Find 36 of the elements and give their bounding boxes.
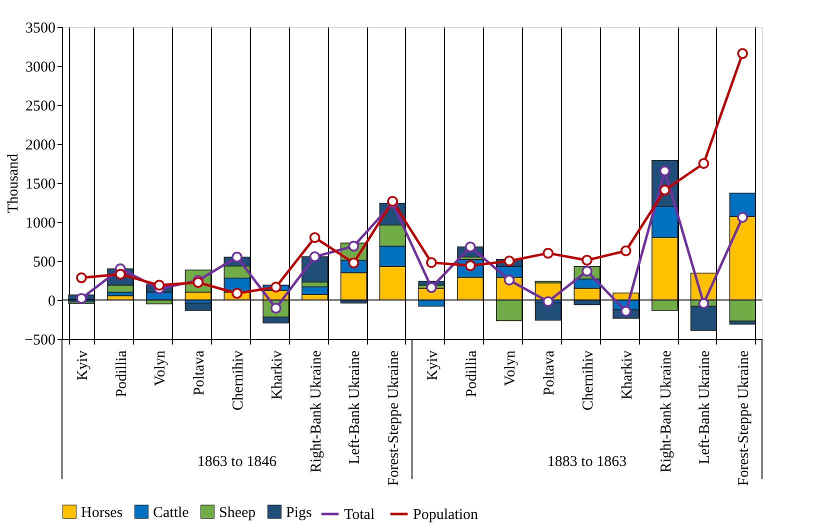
text: 1863 to 1846 <box>197 454 278 470</box>
x-tick-label: Left-Bank Ukraine <box>347 350 364 464</box>
x-tick-label: Forest-Steppe Ukraine <box>386 350 402 486</box>
x-tick-label: Kharkiv <box>269 350 286 400</box>
y-tick-label: 3500 <box>26 20 56 36</box>
x-tick-label: Kyiv <box>74 350 91 380</box>
y-tick-label: 2500 <box>26 98 56 114</box>
y-tick-label: 2000 <box>26 138 56 154</box>
y-tick-label: 1500 <box>26 176 56 192</box>
legend-label: Population <box>413 507 478 523</box>
legend-label: Horses <box>81 504 123 521</box>
x-tick-label: Kyiv <box>424 350 441 380</box>
legend-label: Sheep <box>219 504 256 521</box>
x-tick-label: Poltava <box>542 350 558 396</box>
x-tick-label: Volyn <box>502 350 519 386</box>
x-tick-label: Forest-Steppe Ukraine <box>736 350 752 486</box>
x-tick-label: Volyn <box>152 350 169 386</box>
x-tick-label: Poltava <box>192 350 208 396</box>
x-tick-label: Right-Bank Ukraine <box>308 350 324 473</box>
x-tick-label: Left-Bank Ukraine <box>697 350 714 464</box>
legend-label: Cattle <box>153 504 190 521</box>
y-tick-label: 1000 <box>26 216 56 232</box>
y-axis-title: Thousand <box>6 153 22 214</box>
x-tick-label: Podillia <box>464 350 480 398</box>
y-tick-label: 500 <box>33 254 56 270</box>
legend-label: Total <box>344 507 375 523</box>
x-tick-label: Chernihiv <box>580 350 596 410</box>
y-tick-label: 0 <box>48 294 56 310</box>
y-tick-label: 3000 <box>26 60 56 76</box>
text: 1883 to 1863 <box>547 454 627 470</box>
x-tick-label: Podillia <box>114 350 130 398</box>
y-tick-label: −500 <box>24 332 56 348</box>
x-tick-label: Chernihiv <box>230 350 246 410</box>
legend-label: Pigs <box>286 504 312 521</box>
x-tick-label: Right-Bank Ukraine <box>658 350 674 473</box>
x-tick-label: Kharkiv <box>619 350 636 400</box>
